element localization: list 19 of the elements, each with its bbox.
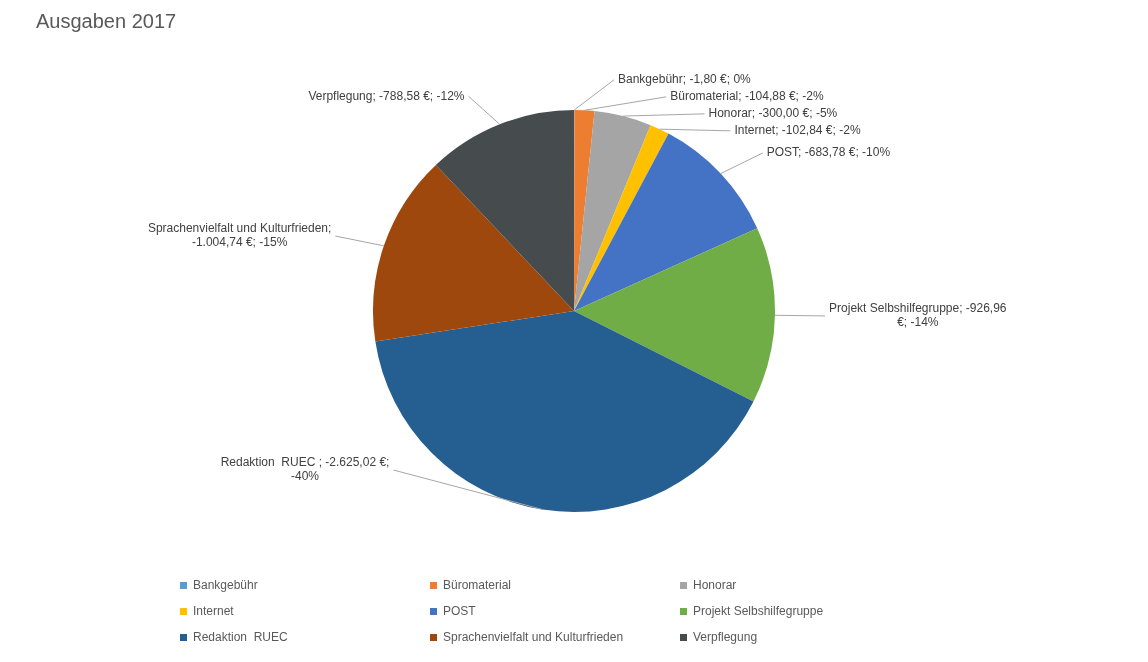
legend-label: Redaktion RUEC bbox=[193, 630, 288, 644]
legend-label: Verpflegung bbox=[693, 630, 758, 644]
text: Honorar; -300,00 €; -5% bbox=[708, 106, 838, 121]
text: Sprachenvielfalt und Kulturfrieden; -1.004,74 €; -15% bbox=[147, 221, 332, 250]
chart-title: Ausgaben 2017 bbox=[36, 10, 177, 33]
text: POST; -683,78 €; -10% bbox=[766, 145, 891, 160]
legend-label: Büromaterial bbox=[443, 578, 512, 592]
text: Redaktion RUEC ; -2.625,02 €; -40% bbox=[220, 455, 390, 484]
text: Bankgebühr; -1,80 €; 0% bbox=[618, 72, 752, 87]
text: Internet; -102,84 €; -2% bbox=[734, 123, 861, 138]
legend-label: Bankgebühr bbox=[193, 578, 258, 592]
text: Projekt Selbshilfegruppe; -926,96 €; -14% bbox=[829, 301, 1007, 330]
legend-label: Projekt Selbshilfegruppe bbox=[693, 604, 824, 618]
legend-label: Internet bbox=[193, 604, 234, 618]
text: Verpflegung; -788,58 €; -12% bbox=[308, 88, 465, 103]
legend-label: Sprachenvielfalt und Kulturfrieden bbox=[443, 630, 624, 644]
text: Büromaterial; -104,88 €; -2% bbox=[670, 89, 824, 104]
legend-label: POST bbox=[443, 604, 476, 618]
legend-label: Honorar bbox=[693, 578, 737, 592]
